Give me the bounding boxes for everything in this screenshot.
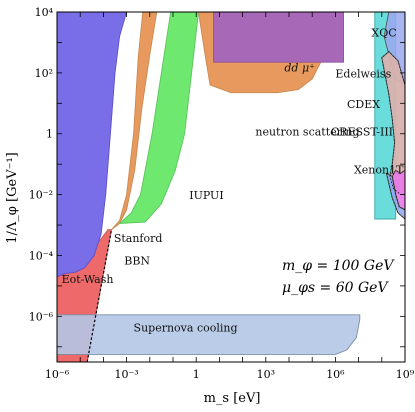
y-tick-label: 10⁻⁴ <box>29 249 54 262</box>
plot-frame <box>56 11 406 363</box>
exclusion-regions <box>57 12 405 362</box>
x-tick-label: 10³ <box>257 368 275 381</box>
region-bbn <box>57 12 128 278</box>
x-tick-label: 10⁻³ <box>114 368 138 381</box>
label-supernova-cooling: Supernova cooling <box>134 322 238 335</box>
label-iupui: IUPUI <box>189 189 223 202</box>
y-tick-label: 10⁻⁶ <box>29 310 54 323</box>
y-axis-ticks: 10⁴ 10² 1 10⁻² 10⁻⁴ 10⁻⁶ <box>29 6 405 348</box>
x-axis-ticks: 10⁻⁶ 10⁻³ 1 10³ 10⁶ 10⁹ <box>45 12 415 381</box>
outline-xenon1t <box>391 169 405 211</box>
outline-cdex <box>381 50 405 196</box>
region-labels: dd μ⁺ neutron scattering IUPUI Stanford BBN E… <box>62 26 404 334</box>
label-cresst-iii: CRESST-III <box>331 125 393 138</box>
outline-cresst-iii <box>385 172 405 220</box>
x-tick-label: 10⁹ <box>396 368 415 381</box>
label-stanford: Stanford <box>114 232 163 245</box>
region-iupui <box>118 12 199 225</box>
label-cdex: CDEX <box>347 98 380 111</box>
region-supernova-cooling <box>57 314 361 355</box>
label-xenon1t: Xenon1T <box>354 163 404 176</box>
y-tick-label: 10⁴ <box>35 6 54 19</box>
plot-border <box>56 11 406 363</box>
y-tick-label: 10² <box>35 67 53 80</box>
y-tick-label: 1 <box>46 128 53 141</box>
label-bbn: BBN <box>124 255 150 268</box>
benchmark-mphi: m_φ = 100 GeV <box>282 258 395 274</box>
y-tick-label: 10⁻² <box>29 189 53 202</box>
x-tick-label: 1 <box>193 368 200 381</box>
label-neutron-scattering: neutron scattering <box>255 125 359 138</box>
label-eot-wash: Eot-Wash <box>62 273 114 286</box>
label-dd: dd μ⁺ <box>284 61 315 74</box>
benchmark-mu: μ_φs = 60 GeV <box>282 280 389 296</box>
x-tick-label: 10⁶ <box>326 368 345 381</box>
label-xqc: XQC <box>371 26 396 39</box>
x-tick-label: 10⁻⁶ <box>45 368 70 381</box>
y-axis-label: 1/Λ_φ [GeV⁻¹] <box>5 152 20 243</box>
label-edelweiss: Edelweiss <box>335 67 391 80</box>
region-dd <box>213 12 344 63</box>
x-axis-label: m_s [eV] <box>204 391 261 406</box>
region-stanford <box>111 12 158 230</box>
